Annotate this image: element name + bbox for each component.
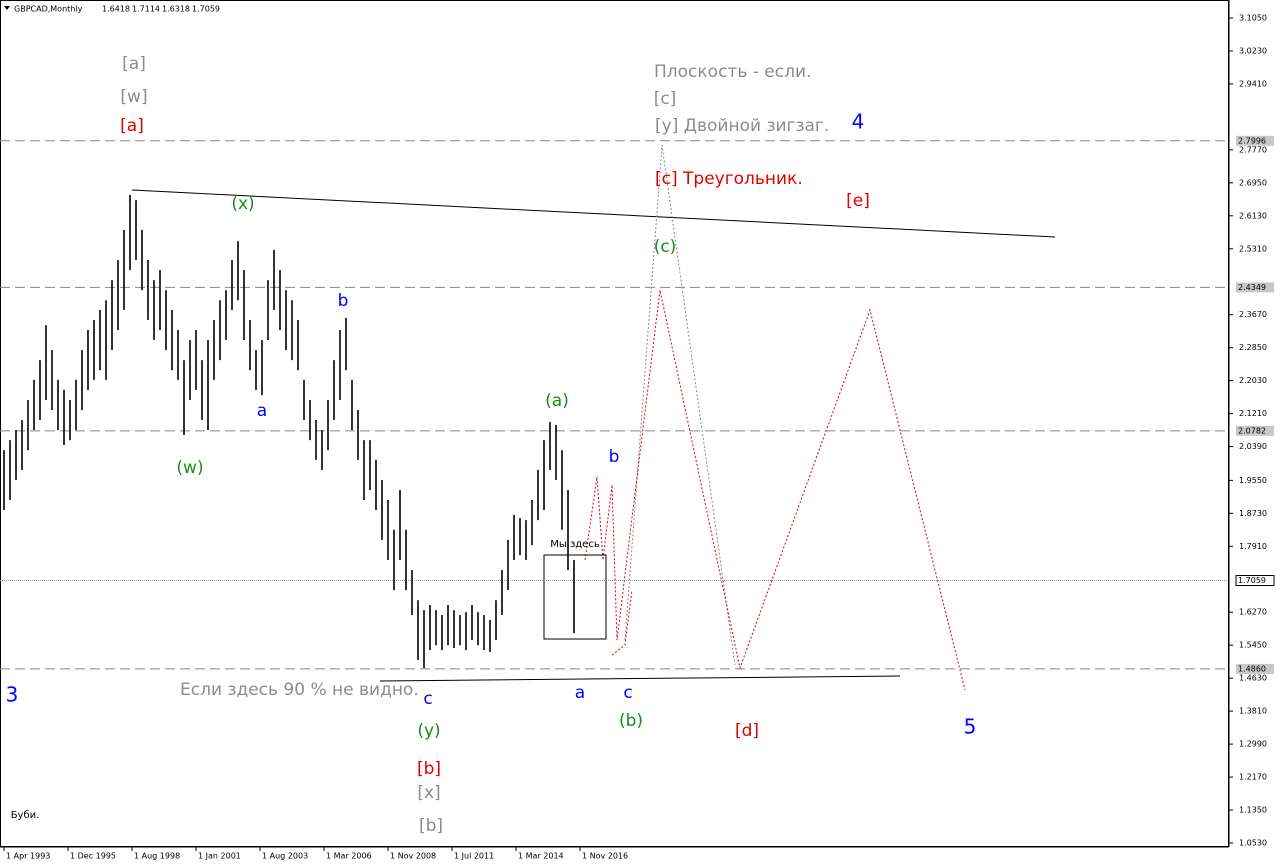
y-tick-label: 2.6950	[1239, 178, 1267, 187]
y-tick-label: 1.5450	[1239, 641, 1267, 650]
wave-label: [y] Двойной зигзаг.	[655, 116, 829, 136]
wave-label: Плоскость - если.	[654, 62, 811, 82]
y-tick-label: 1.2170	[1239, 773, 1267, 782]
chart-title: GBPCAD,Monthly	[14, 5, 83, 14]
wave-label: (w)	[176, 458, 203, 478]
x-tick-label: 1 Nov 2016	[582, 852, 628, 861]
level-label-box	[1236, 282, 1274, 293]
y-tick-label: 2.1210	[1239, 409, 1267, 418]
here-box	[543, 554, 607, 640]
wave-label: (a)	[545, 391, 569, 411]
menu-arrow	[4, 6, 10, 10]
level-label: 2.7996	[1238, 136, 1266, 145]
wave-label: Мы здесь	[550, 539, 600, 550]
trend-line	[131, 189, 1056, 238]
level-label-box	[1236, 425, 1274, 436]
y-tick-label: 3.0230	[1239, 46, 1267, 55]
level-label: 1.7059	[1238, 576, 1266, 585]
wave-label: [a]	[120, 116, 144, 136]
wave-label: [b]	[417, 759, 441, 779]
x-tick-label: 1 Jan 2001	[198, 852, 241, 861]
wave-label: [d]	[735, 721, 759, 741]
level-label: 1.4860	[1238, 664, 1266, 673]
y-tick-label: 2.9410	[1239, 79, 1267, 88]
x-tick-label: 1 Apr 1993	[6, 852, 50, 861]
wave-label: Если здесь 90 % не видно.	[180, 680, 419, 700]
y-tick-label: 2.7770	[1239, 145, 1267, 154]
wave-label: Буби.	[11, 810, 40, 821]
wave-label: (y)	[417, 721, 440, 741]
x-tick-label: 1 Nov 2008	[390, 852, 436, 861]
wave-label: [w]	[120, 87, 147, 107]
y-tick-label: 2.0390	[1239, 442, 1267, 451]
level-label-box	[1235, 575, 1275, 587]
y-tick-label: 1.7910	[1239, 542, 1267, 551]
y-tick-label: 2.2850	[1239, 343, 1267, 352]
y-tick-label: 2.3670	[1239, 310, 1267, 319]
y-tick-label: 2.2030	[1239, 376, 1267, 385]
ohlc-low: 1.6318	[162, 5, 190, 14]
y-tick-label: 1.2990	[1239, 740, 1267, 749]
wave-label: c	[623, 683, 632, 703]
wave-label: (x)	[231, 194, 254, 214]
trend-line	[379, 675, 901, 682]
wave-label: [b]	[419, 816, 443, 836]
x-tick-label: 1 Aug 1998	[134, 852, 180, 861]
wave-label: [a]	[122, 54, 146, 74]
projection-path	[611, 589, 633, 656]
projection-path	[584, 289, 966, 691]
ohlc-close: 1.7059	[192, 5, 220, 14]
x-tick-label: 1 Jul 2011	[454, 852, 494, 861]
y-tick-label: 1.3810	[1239, 707, 1267, 716]
wave-label: 5	[964, 715, 977, 739]
x-tick-label: 1 Mar 2014	[518, 852, 564, 861]
plot-frame	[0, 0, 1229, 847]
x-tick-label: 1 Aug 2003	[262, 852, 308, 861]
wave-label: a	[257, 401, 267, 421]
wave-label: a	[575, 683, 585, 703]
y-tick-label: 3.1050	[1239, 14, 1267, 23]
wave-label: [c] Треугольник.	[655, 169, 803, 189]
wave-label: [x]	[417, 783, 440, 803]
y-tick-label: 1.6270	[1239, 608, 1267, 617]
ohlc-high: 1.7114	[132, 5, 160, 14]
y-tick-label: 1.1350	[1239, 806, 1267, 815]
y-tick-label: 1.0530	[1239, 839, 1267, 848]
wave-label: [e]	[846, 191, 870, 211]
y-tick-label: 1.9550	[1239, 476, 1267, 485]
ohlc-open: 1.6418	[102, 5, 130, 14]
level-label: 2.0782	[1238, 426, 1266, 435]
wave-label: (b)	[619, 711, 643, 731]
level-label-box	[1236, 663, 1274, 674]
projection-path	[624, 144, 736, 666]
wave-label: [c]	[654, 89, 677, 109]
level-label: 2.4349	[1238, 283, 1266, 292]
wave-label: 3	[6, 683, 19, 707]
wave-label: 4	[852, 110, 865, 134]
wave-label: (c)	[654, 237, 677, 257]
y-tick-label: 1.8730	[1239, 509, 1267, 518]
y-tick-label: 2.6130	[1239, 211, 1267, 220]
x-tick-label: 1 Mar 2006	[326, 852, 372, 861]
y-tick-label: 1.4630	[1239, 674, 1267, 683]
wave-label: b	[609, 447, 620, 467]
level-label-box	[1236, 135, 1274, 146]
x-tick-label: 1 Dec 1995	[70, 852, 116, 861]
y-tick-label: 2.5310	[1239, 244, 1267, 253]
wave-label: c	[423, 689, 432, 709]
wave-label: b	[338, 291, 349, 311]
